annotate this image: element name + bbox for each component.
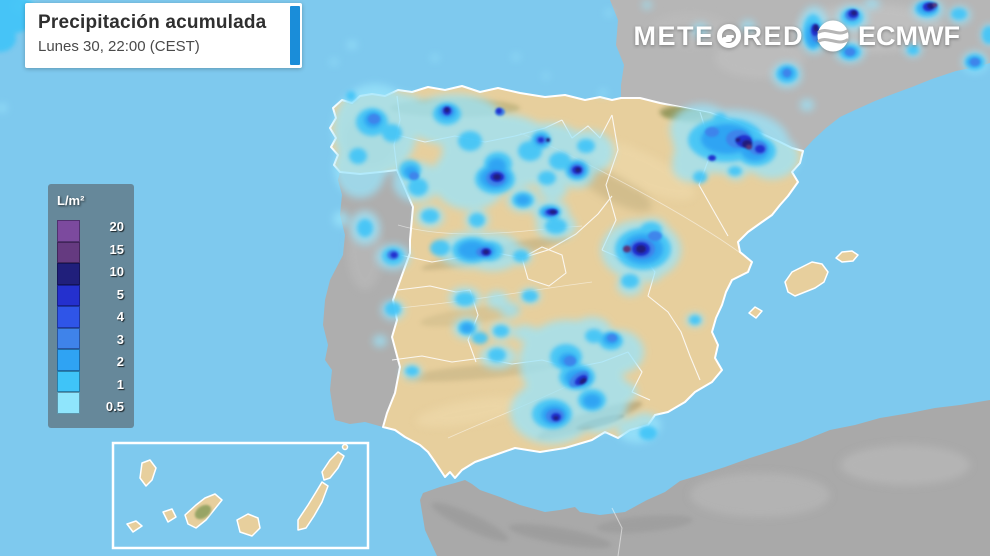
legend-value-label: 3 xyxy=(116,331,124,347)
legend-color-block xyxy=(57,392,80,414)
legend-color-block xyxy=(57,327,80,349)
legend-color-block xyxy=(57,370,80,392)
meteored-logo-text-pre: METE xyxy=(633,20,715,51)
balearic-islands xyxy=(748,250,859,319)
precipitation-legend: L/m² 20 15 10 5 4 3 2 1 0.5 xyxy=(48,184,134,428)
legend-stops xyxy=(57,220,80,414)
legend-value-label: 0.5 xyxy=(105,399,124,414)
legend-value-label: 1 xyxy=(116,376,124,392)
map-title: Precipitación acumulada xyxy=(38,12,267,33)
legend-value-label: 2 xyxy=(116,354,124,369)
legend-color-block xyxy=(57,220,80,242)
brand-logos: METE RED ECMWF xyxy=(633,19,960,53)
meteored-cloud-o-icon xyxy=(716,24,741,48)
legend-color-block xyxy=(57,349,80,371)
legend-color-block xyxy=(57,263,80,285)
ecmwf-logo-text: ECMWF xyxy=(858,20,960,51)
meteored-logo-text-post: RED xyxy=(742,20,805,51)
legend-value-label: 20 xyxy=(109,219,124,234)
title-accent-bar xyxy=(290,6,300,65)
legend-value-label: 5 xyxy=(116,286,124,302)
legend-color-block xyxy=(57,306,80,328)
legend-labels: 20 15 10 5 4 3 2 1 0.5 xyxy=(87,220,124,413)
africa-landmass xyxy=(420,400,990,556)
legend-value-label: 10 xyxy=(109,264,124,279)
map-title-card: Precipitación acumulada Lunes 30, 22:00 … xyxy=(25,3,302,68)
meteored-logo: METE RED xyxy=(633,21,804,52)
canary-islands-inset xyxy=(111,441,370,550)
legend-color-block xyxy=(57,241,80,263)
legend-unit-label: L/m² xyxy=(57,193,85,208)
ecmwf-globe-icon xyxy=(817,20,849,52)
legend-color-block xyxy=(57,284,80,306)
map-subtitle: Lunes 30, 22:00 (CEST) xyxy=(38,38,200,55)
legend-value-label: 4 xyxy=(116,309,124,324)
legend-value-label: 15 xyxy=(109,241,124,257)
legend-body: 20 15 10 5 4 3 2 1 0.5 xyxy=(57,220,124,414)
ecmwf-logo: ECMWF xyxy=(816,19,960,53)
precipitation-layer xyxy=(0,0,990,444)
